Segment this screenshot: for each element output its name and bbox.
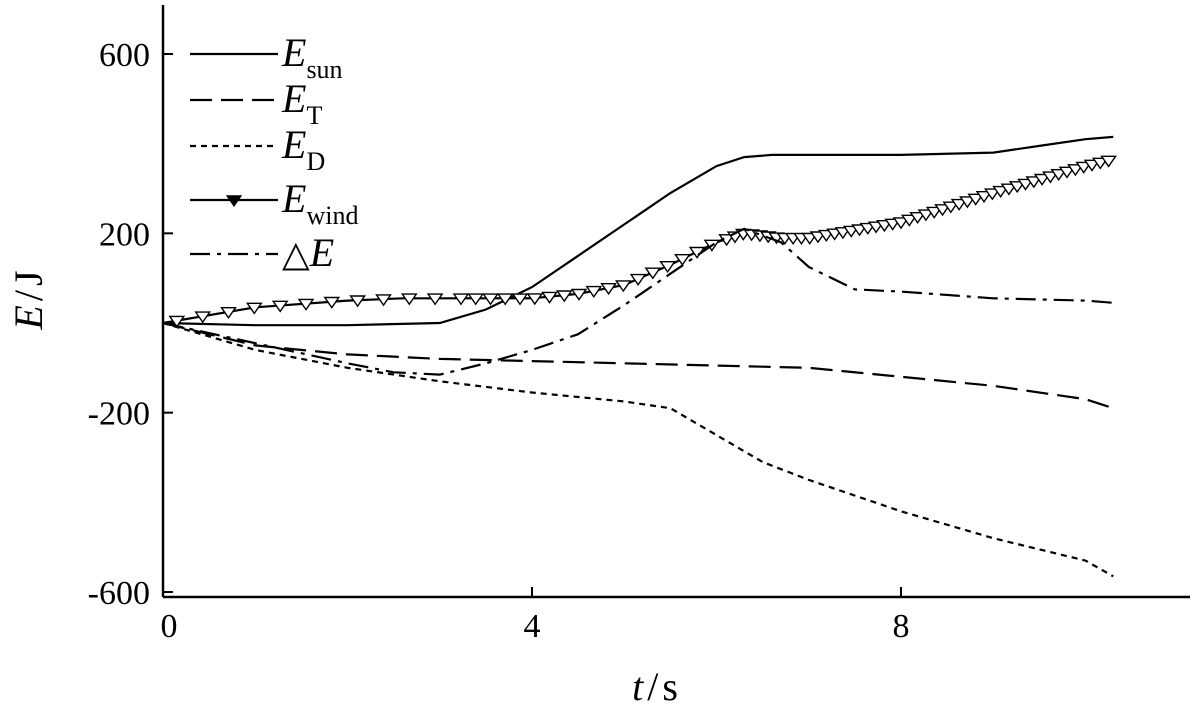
wind-marker xyxy=(297,298,315,311)
wind-marker xyxy=(1091,157,1109,170)
wind-marker xyxy=(375,294,392,307)
wind-marker xyxy=(659,261,676,274)
wind-marker xyxy=(909,212,926,225)
wind-marker xyxy=(1025,176,1043,189)
wind-marker xyxy=(892,217,910,230)
wind-marker xyxy=(900,214,918,227)
y-tick-label: -600 xyxy=(88,575,150,612)
y-tick-label: -200 xyxy=(88,396,150,433)
wind-marker xyxy=(1042,171,1059,184)
series-line-0 xyxy=(162,135,1114,327)
wind-marker xyxy=(323,296,341,309)
wind-marker xyxy=(959,196,976,209)
series-line-2 xyxy=(162,321,1114,578)
wind-marker xyxy=(1067,164,1084,177)
wind-marker xyxy=(482,293,499,306)
wind-marker xyxy=(1050,169,1068,182)
wind-marker xyxy=(1083,159,1101,172)
legend-marker xyxy=(225,195,243,208)
y-axis-var: E xyxy=(6,305,51,330)
x-tick-label: 8 xyxy=(893,608,910,645)
wind-marker xyxy=(614,280,632,293)
series-line-4 xyxy=(162,227,1114,376)
legend-label: ET xyxy=(281,76,322,130)
wind-marker xyxy=(271,300,289,313)
wind-marker xyxy=(975,191,993,204)
wind-marker xyxy=(585,285,603,299)
wind-marker xyxy=(942,201,960,214)
wind-marker xyxy=(1033,173,1051,186)
wind-marker xyxy=(1017,178,1034,191)
wind-marker xyxy=(934,204,951,217)
wind-marker xyxy=(220,307,237,320)
wind-marker xyxy=(1008,181,1026,194)
wind-marker xyxy=(644,267,662,280)
legend-label: ED xyxy=(281,122,325,176)
legend-label: Ewind xyxy=(281,176,358,230)
legend-label: Esun xyxy=(281,30,343,84)
wind-marker xyxy=(526,293,544,306)
wind-marker xyxy=(967,193,985,206)
wind-marker xyxy=(168,315,186,328)
wind-marker xyxy=(600,283,617,296)
wind-marker xyxy=(629,273,647,287)
wind-marker xyxy=(496,293,514,306)
x-axis-unit: s xyxy=(662,664,678,709)
wind-marker xyxy=(983,188,1001,201)
series-layer xyxy=(162,135,1117,578)
wind-marker xyxy=(467,293,485,306)
wind-marker xyxy=(1058,166,1076,179)
x-tick-label: 4 xyxy=(524,608,541,645)
wind-marker xyxy=(349,295,366,308)
wind-marker xyxy=(917,209,935,222)
wind-marker xyxy=(1100,155,1117,168)
x-axis-var: t xyxy=(632,664,644,709)
wind-marker xyxy=(511,293,529,306)
series-line-1 xyxy=(162,321,1114,410)
wind-marker xyxy=(194,311,212,324)
wind-marker xyxy=(1000,183,1018,196)
wind-marker xyxy=(925,206,943,219)
wind-marker xyxy=(570,288,588,301)
y-axis-unit: J xyxy=(6,270,51,286)
x-tick-label: 0 xyxy=(161,608,178,645)
wind-marker xyxy=(674,254,691,267)
wind-marker xyxy=(400,293,418,306)
wind-marker xyxy=(950,198,968,211)
wind-marker xyxy=(426,293,444,306)
y-axis-label: E/J xyxy=(6,270,51,330)
y-tick-label: 600 xyxy=(99,37,150,74)
x-axis-label: t / s xyxy=(632,664,678,709)
y-tick-label: 200 xyxy=(99,216,150,253)
legend-label: △E xyxy=(282,230,334,275)
wind-marker xyxy=(555,290,573,303)
wind-marker xyxy=(1075,161,1093,174)
wind-marker xyxy=(245,302,263,315)
wind-marker xyxy=(992,185,1009,199)
wind-marker xyxy=(452,293,470,306)
wind-marker xyxy=(541,291,558,304)
axis-ticks: 0 4 8 600 200 -200 -600 xyxy=(88,37,910,645)
